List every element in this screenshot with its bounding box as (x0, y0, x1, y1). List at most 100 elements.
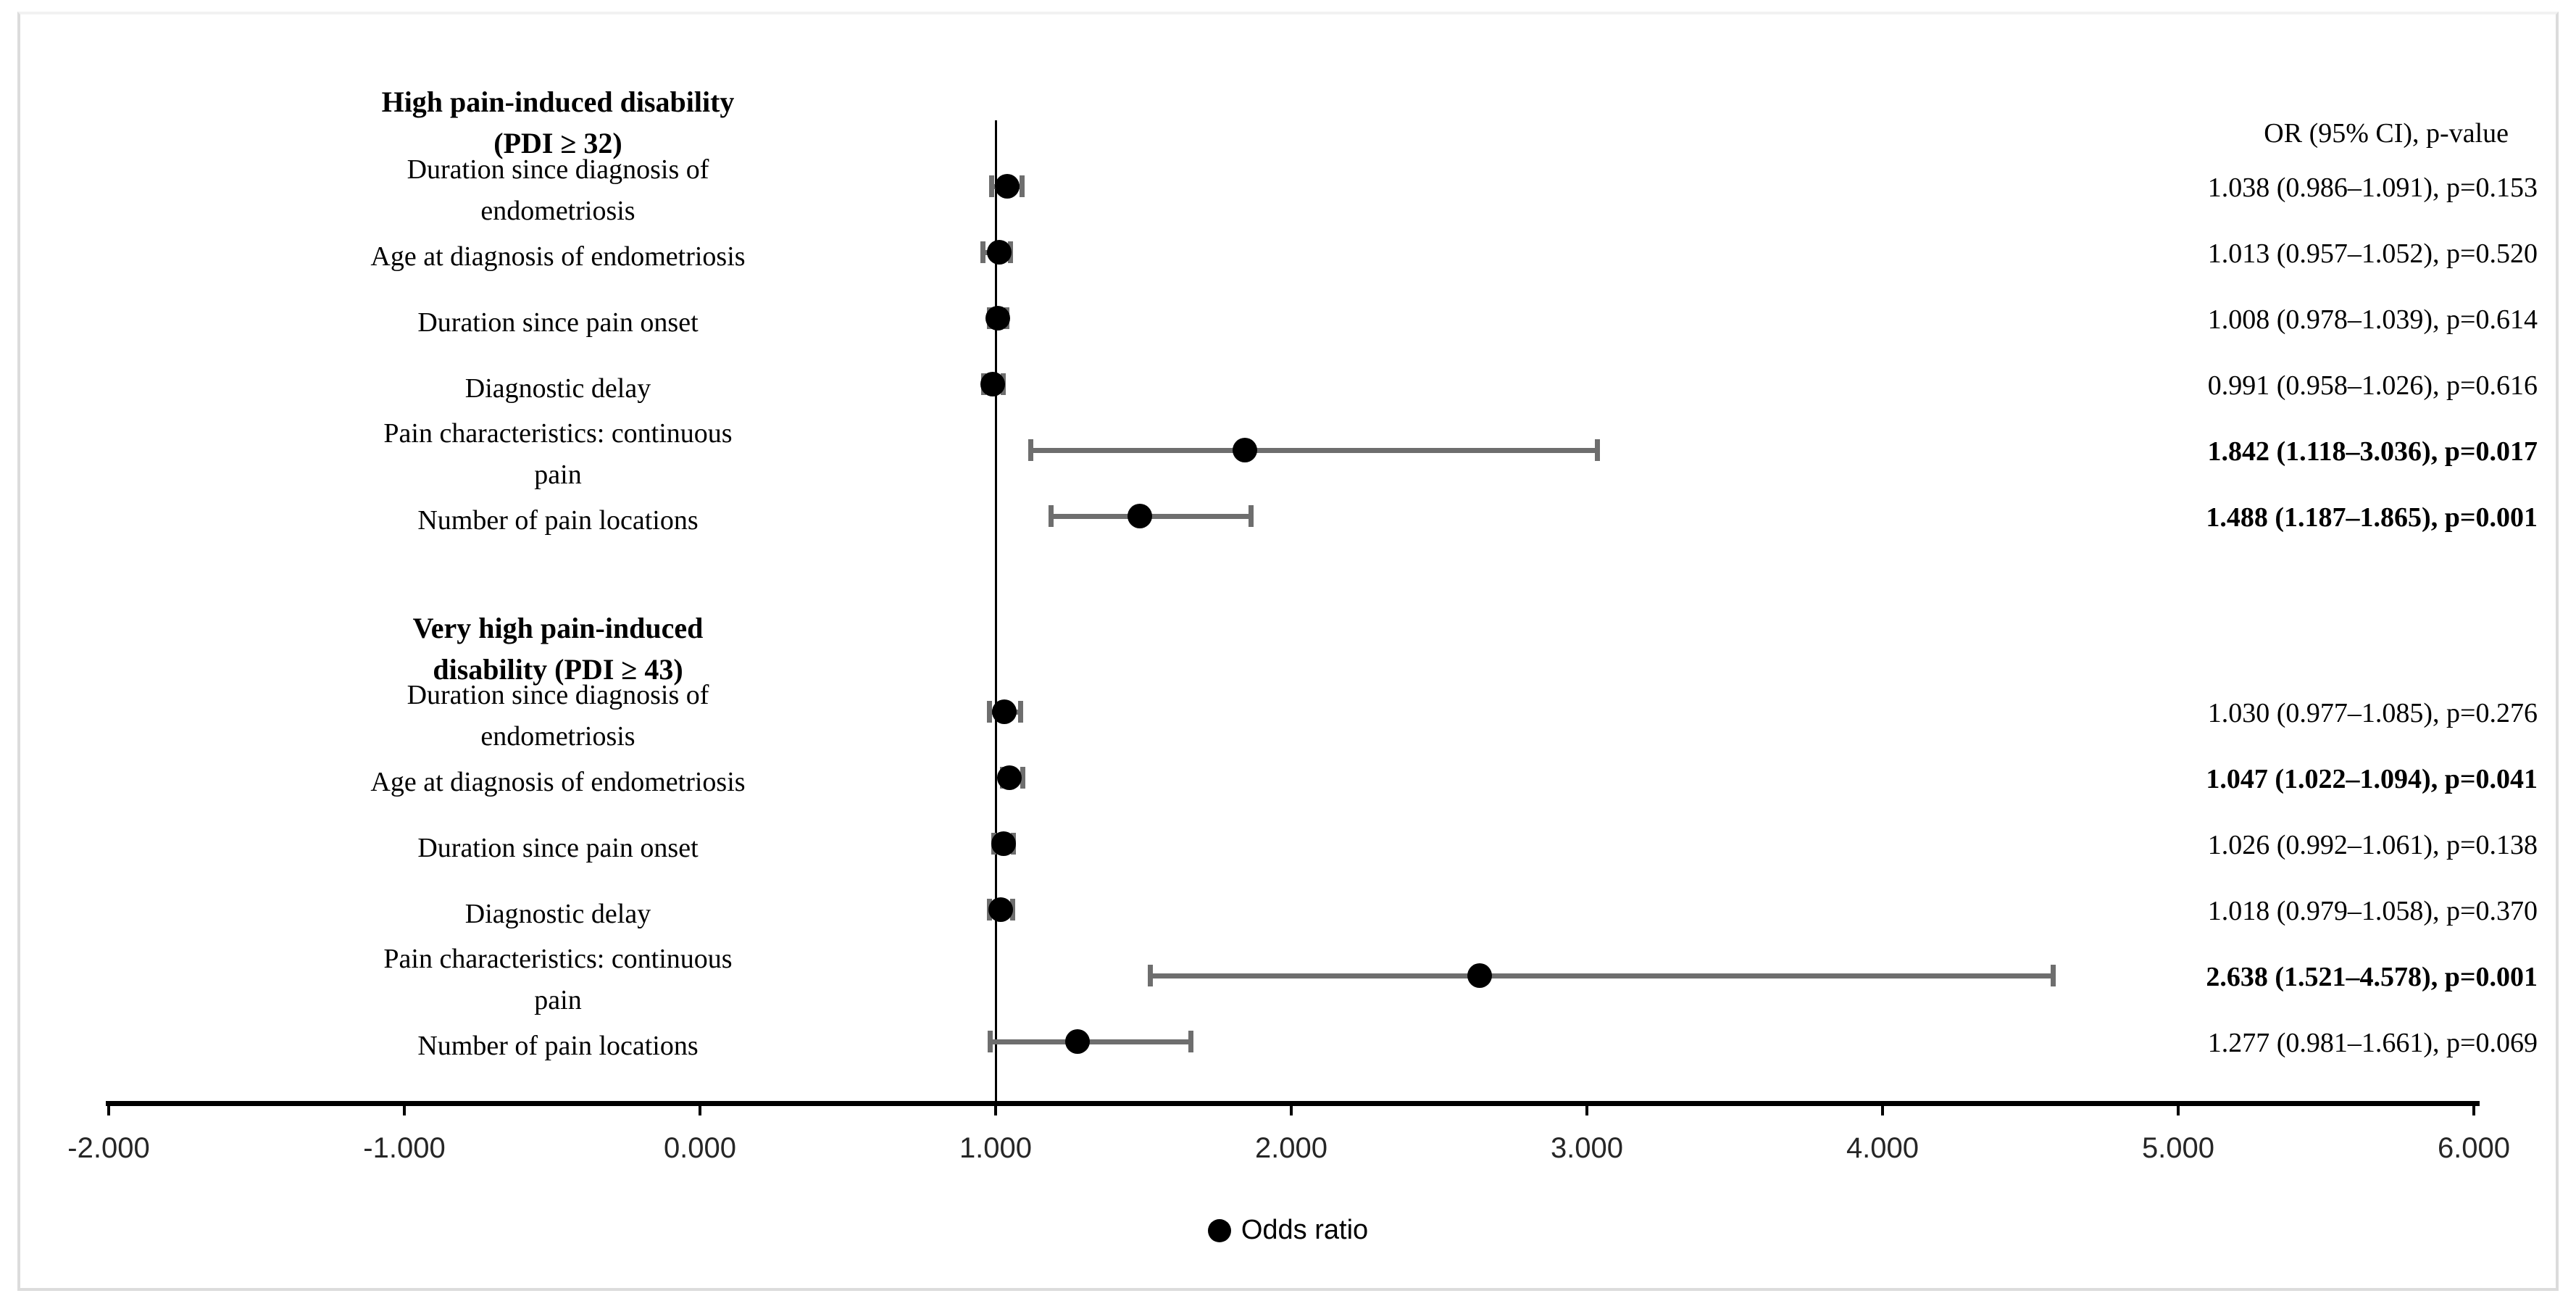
group-title-line: Very high pain-induced (412, 612, 704, 644)
or-marker (1127, 504, 1153, 528)
or-marker (1232, 438, 1257, 462)
row-label: Diagnostic delay (239, 894, 877, 935)
x-axis-tick-label: -2.000 (67, 1132, 150, 1164)
row-label-line: Number of pain locations (417, 1030, 699, 1061)
x-axis-tick-label: 0.000 (663, 1132, 737, 1164)
group-title: Very high pain-induced disability (PDI ≥ … (239, 607, 877, 690)
ci-cap-low (986, 701, 992, 723)
row-label: Number of pain locations (239, 500, 877, 541)
row-label: Duration since diagnosis of endometriosis (239, 149, 877, 232)
or-marker (980, 372, 1006, 396)
or-ci-p-value: 1.842 (1.118–3.036), p=0.017 (2207, 436, 2538, 467)
x-axis-tick-label: 5.000 (2141, 1132, 2215, 1164)
ci-cap-high (1188, 1031, 1193, 1052)
group-title: High pain-induced disability (PDI ≥ 32) (239, 81, 877, 164)
ci-cap-high (2050, 965, 2056, 986)
reference-line (994, 120, 997, 1104)
or-marker (992, 699, 1017, 724)
or-ci-p-value: 1.038 (0.986–1.091), p=0.153 (2207, 173, 2538, 203)
row-label: Diagnostic delay (239, 368, 877, 410)
x-axis-tick-label: 1.000 (959, 1132, 1033, 1164)
ci-cap-low (1147, 965, 1153, 986)
row-label-line: Diagnostic delay (464, 898, 651, 929)
or-ci-p-value: 1.013 (0.957–1.052), p=0.520 (2207, 238, 2538, 269)
x-axis-tick (994, 1106, 997, 1115)
legend: Odds ratio (0, 1215, 2576, 1246)
or-marker (991, 831, 1016, 856)
or-marker (988, 897, 1014, 922)
x-axis-tick-label: 3.000 (1550, 1132, 1624, 1164)
row-label: Age at diagnosis of endometriosis (239, 236, 877, 278)
or-ci-p-value: 1.277 (0.981–1.661), p=0.069 (2207, 1028, 2538, 1058)
or-marker (987, 240, 1012, 265)
or-ci-p-value: 1.008 (0.978–1.039), p=0.614 (2207, 304, 2538, 335)
row-label-line: Diagnostic delay (464, 373, 651, 404)
x-axis-tick (1881, 1106, 1884, 1115)
x-axis-tick (1585, 1106, 1588, 1115)
or-ci-p-value: 1.047 (1.022–1.094), p=0.041 (2206, 764, 2538, 794)
odds-ratio-marker-icon (1207, 1218, 1231, 1242)
ci-cap-high (1248, 505, 1254, 527)
row-label: Duration since diagnosis of endometriosis (239, 675, 877, 757)
or-ci-p-value: 1.488 (1.187–1.865), p=0.001 (2206, 502, 2538, 533)
row-label: Age at diagnosis of endometriosis (239, 762, 877, 803)
row-label-line: Duration since diagnosis of (407, 154, 709, 185)
group-title-line: High pain-induced disability (381, 86, 735, 118)
row-label: Pain characteristics: continuous pain (239, 939, 877, 1021)
or-column-header: OR (95% CI), p-value (2264, 118, 2509, 149)
ci-cap-low (988, 1031, 993, 1052)
or-marker (1467, 963, 1493, 988)
ci-cap-high (1020, 175, 1025, 197)
ci-cap-high (1017, 701, 1023, 723)
x-axis-tick-label: 2.000 (1254, 1132, 1328, 1164)
row-label-line: Number of pain locations (417, 504, 699, 536)
x-axis-tick-label: 6.000 (2437, 1132, 2511, 1164)
group-title-line: (PDI ≥ 32) (493, 127, 622, 159)
ci-cap-high (1020, 767, 1026, 789)
ci-cap-high (1594, 439, 1600, 461)
x-axis-tick (403, 1106, 406, 1115)
row-label-line: pain (534, 460, 582, 490)
or-ci-p-value: 1.030 (0.977–1.085), p=0.276 (2207, 698, 2538, 728)
row-label-line: Pain characteristics: continuous (383, 418, 733, 449)
row-label-line: Duration since diagnosis of (407, 680, 709, 710)
x-axis-tick-label: 4.000 (1846, 1132, 1920, 1164)
figure-border (17, 12, 2559, 1291)
ci-cap-low (989, 175, 995, 197)
row-label-line: endometriosis (480, 196, 635, 226)
ci-cap-low (1049, 505, 1054, 527)
x-axis-tick (2177, 1106, 2180, 1115)
row-label-line: Duration since pain onset (417, 307, 699, 338)
or-marker (1065, 1029, 1091, 1054)
ci-whisker (1149, 973, 2054, 978)
row-label: Duration since pain onset (239, 828, 877, 869)
x-axis-tick (1290, 1106, 1293, 1115)
or-marker (985, 306, 1011, 331)
x-axis-tick (699, 1106, 701, 1115)
x-axis-line (106, 1101, 2480, 1106)
row-label-line: Age at diagnosis of endometriosis (370, 766, 746, 797)
ci-whisker (1030, 447, 1598, 453)
row-label-line: endometriosis (480, 721, 635, 752)
row-label-line: Age at diagnosis of endometriosis (370, 241, 746, 272)
legend-label: Odds ratio (1241, 1215, 1369, 1245)
group-title-line: disability (PDI ≥ 43) (433, 653, 683, 686)
or-marker (997, 765, 1022, 790)
x-axis-tick-label: -1.000 (363, 1132, 446, 1164)
or-ci-p-value: 0.991 (0.958–1.026), p=0.616 (2207, 370, 2538, 401)
row-label: Number of pain locations (239, 1026, 877, 1067)
x-axis-tick (2472, 1106, 2475, 1115)
row-label: Pain characteristics: continuous pain (239, 413, 877, 496)
ci-cap-low (980, 241, 986, 263)
ci-whisker (990, 1039, 1191, 1044)
or-ci-p-value: 1.018 (0.979–1.058), p=0.370 (2207, 896, 2538, 926)
x-axis-tick (107, 1106, 110, 1115)
ci-cap-low (1028, 439, 1034, 461)
row-label-line: pain (534, 985, 582, 1015)
row-label: Duration since pain onset (239, 302, 877, 344)
or-ci-p-value: 1.026 (0.992–1.061), p=0.138 (2207, 830, 2538, 860)
or-marker (994, 174, 1020, 199)
row-label-line: Duration since pain onset (417, 832, 699, 863)
or-ci-p-value: 2.638 (1.521–4.578), p=0.001 (2206, 962, 2538, 992)
